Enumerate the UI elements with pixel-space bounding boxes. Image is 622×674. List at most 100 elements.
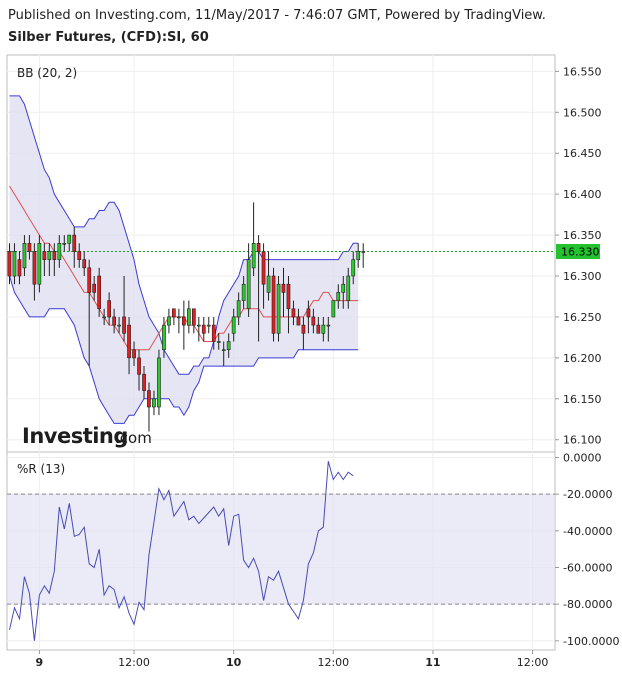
candle-up [236,300,241,318]
candle-down [72,234,77,252]
wr-grid [7,457,555,642]
candle-up [351,259,356,277]
wr-y-tick-label: -80.0000 [563,598,612,611]
wr-y-tick-label: -20.0000 [563,488,612,501]
candle-down [17,259,22,277]
candle-down [92,283,96,293]
main-y-axis: 16.550 16.500 16.450 16.400 16.350 16.300 16.2… [555,65,602,447]
last-price-box [556,244,600,259]
wr-y-tick-label: -60.0000 [563,562,612,575]
time-axis: 9 12:00 10 12:00 11 12:00 [36,650,549,669]
candle-up [346,275,351,301]
candle-down [286,283,291,310]
candle-up [162,324,166,351]
main-y-tick-label: 16.250 [563,311,602,324]
candle-down [256,243,261,252]
investing-logo: Investing .com [22,424,152,448]
candle-down [306,308,311,318]
candle-down [27,243,32,252]
candle-up [197,324,201,327]
candle-down [201,324,206,334]
candle-down [122,316,126,334]
candle-up [326,324,331,327]
wr-indicator-label: %R (13) [17,462,65,476]
last-price-label: 16.330 [561,246,600,259]
candle-up [177,316,181,319]
candle-up [37,243,42,285]
candle-up [47,251,52,260]
candle-up [361,251,366,253]
candle-down [271,275,276,334]
candle-up [241,283,246,301]
candle-up [221,349,226,352]
candle-down [147,390,151,408]
candle-down [192,308,196,326]
candle-down [311,316,316,326]
candle-down [301,324,306,334]
candle-up [167,316,171,326]
candle-up [356,251,361,260]
candle-down [107,300,111,318]
x-tick-label: 12:00 [517,656,549,669]
last-price-marker: 16.330 [556,244,600,259]
wr-y-tick-label: -100.0000 [563,635,619,648]
candle-down [261,251,266,285]
candle-up [246,259,251,310]
candle-up [157,357,161,408]
candle-down [142,373,146,391]
x-tick-label: 12:00 [317,656,349,669]
candle-down [172,308,176,318]
wr-line [9,461,354,641]
logo-brand: Investing [22,424,128,448]
candle-up [67,234,72,244]
candle-up [206,324,211,327]
bb-upper-line [9,95,359,375]
main-y-tick-label: 16.550 [563,65,602,78]
bb-lower-line [9,275,359,424]
williams-r-series [9,461,354,641]
candle-up [331,300,336,318]
candle-up [216,341,221,343]
main-y-tick-label: 16.400 [563,188,602,201]
main-y-tick-label: 16.350 [563,229,602,242]
candle-down [291,308,296,318]
candle-down [7,251,12,277]
x-tick-label: 9 [36,656,44,669]
candle-up [57,243,62,261]
wr-y-axis: 0.0000 -20.0000 -40.0000 -60.0000 -80.0000 -1… [555,452,619,648]
wr-band-fill [7,494,555,605]
candle-down [182,316,186,326]
candle-up [226,341,231,350]
candle-down [97,275,101,310]
candle-up [336,292,341,301]
x-tick-label: 10 [226,656,242,669]
candles [7,202,366,432]
candle-down [42,251,47,260]
candle-up [231,316,236,334]
main-y-tick-label: 16.100 [563,434,602,447]
candle-up [62,243,67,245]
candle-down [211,324,216,342]
candle-down [127,324,131,359]
candle-down [52,251,57,260]
candle-up [321,324,326,334]
bb-fill [9,95,359,424]
candle-down [32,251,37,285]
candle-down [281,283,286,293]
candle-down [132,349,136,359]
candle-up [12,251,17,277]
candle-up [266,275,271,293]
candle-up [152,398,156,408]
instrument-title: Silber Futures, (CFD):SI, 60 [8,30,209,45]
wr-y-tick-label: -40.0000 [563,525,612,538]
candle-down [87,267,92,293]
candle-down [77,251,82,260]
candle-up [251,243,256,269]
candle-up [117,324,121,327]
main-y-tick-label: 16.300 [563,270,602,283]
logo-domain: .com [115,429,152,447]
candle-down [316,324,321,334]
x-tick-label: 12:00 [118,656,150,669]
candle-up [276,283,281,334]
